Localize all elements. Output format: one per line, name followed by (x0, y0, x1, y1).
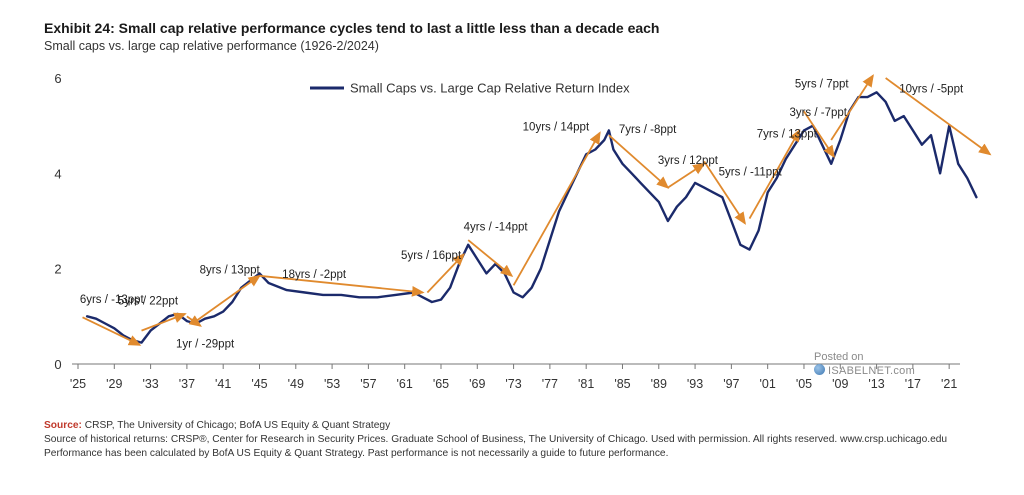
x-tick-label: '73 (505, 377, 521, 391)
annotation-label: 10yrs / -5ppt (899, 83, 964, 95)
source-note: Source of historical returns: CRSP®, Cen… (44, 434, 948, 459)
y-tick-label: 2 (54, 262, 61, 277)
annotation-label: 5yrs / 22ppt (118, 295, 179, 307)
annotation-arrow (748, 128, 801, 220)
annotation-label: 4yrs / -14ppt (464, 222, 529, 234)
x-tick-label: '61 (397, 377, 413, 391)
annotation-arrow (803, 110, 835, 159)
x-tick-label: '49 (288, 377, 304, 391)
y-tick-label: 0 (54, 357, 61, 372)
x-tick-label: '21 (941, 377, 957, 391)
source-line: Source: CRSP, The University of Chicago;… (44, 419, 984, 433)
x-tick-label: '65 (433, 377, 449, 391)
x-tick-label: '37 (179, 377, 195, 391)
x-tick-label: '81 (578, 377, 594, 391)
source-label: Source: (44, 420, 82, 431)
x-tick-label: '89 (651, 377, 667, 391)
series-line (85, 91, 978, 344)
series-layer (85, 91, 978, 344)
y-tick-label: 6 (54, 71, 61, 86)
annotation-arrow (703, 160, 746, 225)
annotation-label: 6yrs / -13ppt (80, 294, 145, 306)
annotation-label: 5yrs / 7ppt (795, 79, 849, 91)
annotation-arrow (512, 131, 601, 286)
source-text: CRSP, The University of Chicago; BofA US… (81, 420, 391, 431)
annotation-label: 3yrs / 12ppt (658, 155, 719, 167)
annotation-arrow (608, 134, 670, 189)
annotation-label: 3yrs / -7ppt (789, 107, 847, 119)
x-tick-label: '93 (687, 377, 703, 391)
annotation-label: 10yrs / 14ppt (523, 121, 590, 133)
x-tick-label: '53 (324, 377, 340, 391)
annotation-label: 7yrs / 13ppt (757, 129, 818, 141)
annotation-arrow (885, 77, 992, 156)
annotation-label: 1yr / -29ppt (176, 338, 235, 350)
annotation-arrow (141, 312, 187, 332)
legend-label: Small Caps vs. Large Cap Relative Return… (350, 81, 630, 96)
x-tick-label: '17 (905, 377, 921, 391)
x-tick-label: '13 (868, 377, 884, 391)
x-tick-label: '41 (215, 377, 231, 391)
chart-title: Exhibit 24: Small cap relative performan… (44, 20, 660, 36)
annotation-label: 7yrs / -8ppt (619, 124, 677, 136)
annotation-label: 5yrs / 16ppt (401, 250, 462, 262)
annotation-arrow (426, 253, 465, 294)
x-tick-label: '57 (360, 377, 376, 391)
annotation-arrow (259, 274, 425, 297)
x-tick-label: '29 (106, 377, 122, 391)
footnotes: Source: CRSP, The University of Chicago;… (44, 419, 984, 461)
annotation-arrow (195, 274, 261, 322)
x-tick-label: '97 (723, 377, 739, 391)
annotation-arrow (667, 162, 706, 189)
x-tick-label: '69 (469, 377, 485, 391)
watermark-line1: Posted on (814, 351, 864, 363)
watermark: Posted on ISABELNET.com (814, 350, 915, 378)
y-tick-label: 4 (54, 166, 61, 181)
x-tick-label: '05 (796, 377, 812, 391)
x-tick-label: '01 (760, 377, 776, 391)
x-tick-label: '33 (142, 377, 158, 391)
x-tick-label: '25 (70, 377, 86, 391)
annotation-label: 18yrs / -2ppt (282, 269, 347, 281)
x-tick-label: '09 (832, 377, 848, 391)
x-tick-label: '85 (614, 377, 630, 391)
globe-icon (814, 364, 825, 375)
axis-layer: 0 2 4 6 '25 '29 '33 '37 '41 '45 '49 '53 '57 '61 '65 '69… (54, 71, 960, 391)
legend: Small Caps vs. Large Cap Relative Return… (310, 81, 630, 96)
annotation-arrow (82, 316, 142, 346)
annotation-label: 5yrs / -11ppt (719, 167, 783, 179)
x-tick-label: '77 (542, 377, 558, 391)
chart-subtitle: Small caps vs. large cap relative perfor… (44, 39, 379, 53)
annotation-arrow (186, 315, 202, 327)
chart-svg: 0 2 4 6 '25 '29 '33 '37 '41 '45 '49 '53 '57 '61 '65 '69… (54, 71, 992, 391)
annotation-label: 8yrs / 13ppt (200, 264, 261, 276)
watermark-line2: ISABELNET.com (828, 365, 916, 377)
x-tick-label: '45 (251, 377, 267, 391)
annotation-arrow (830, 74, 874, 141)
annotation-arrow (467, 239, 514, 277)
